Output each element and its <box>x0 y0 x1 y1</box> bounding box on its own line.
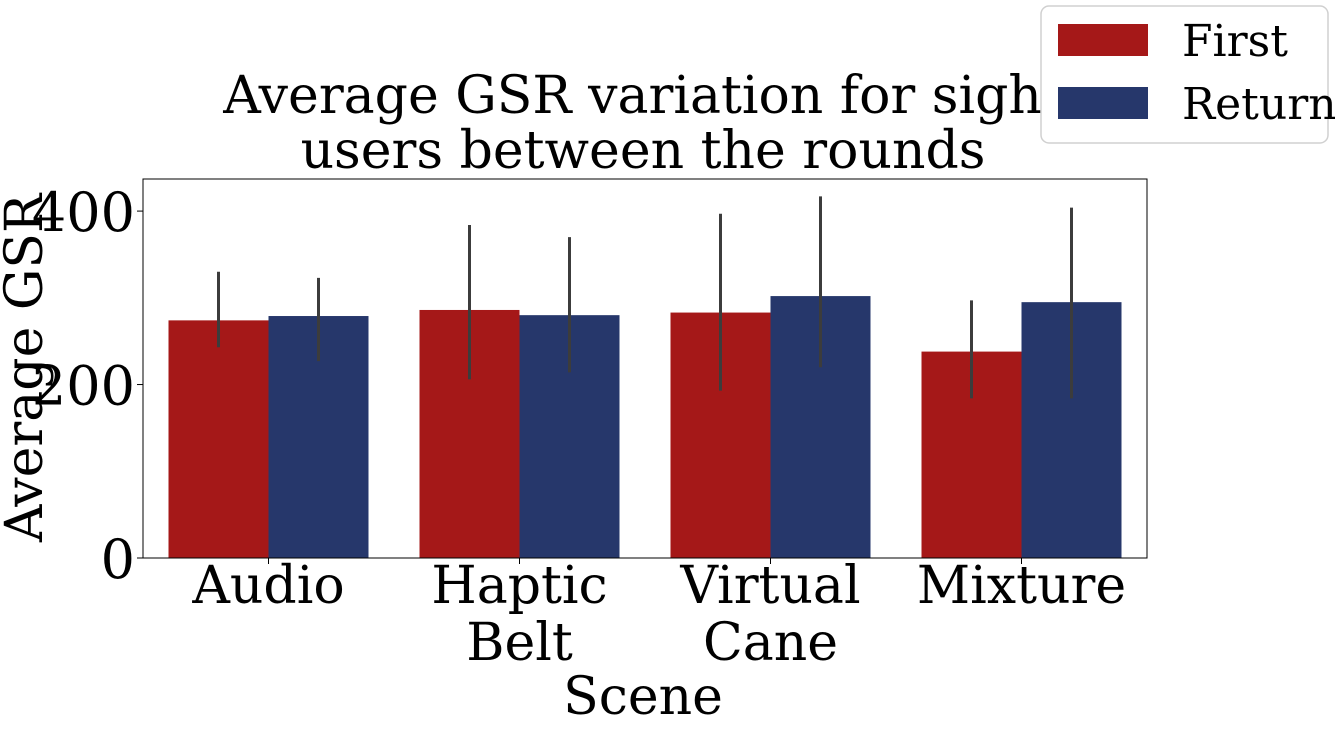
y-tick-label: 0 <box>101 528 135 591</box>
y-tick-label: 400 <box>32 181 135 244</box>
x-tick-label: Audio <box>191 556 344 616</box>
x-tick-label: Virtual <box>679 556 860 616</box>
chart-title-line-1: Average GSR variation for sight <box>222 66 1063 126</box>
y-axis-label: Average GSR <box>0 192 55 543</box>
x-tick-label: Cane <box>703 613 838 673</box>
chart-title-line-2: users between the rounds <box>301 121 986 181</box>
legend-swatch-first <box>1058 24 1148 56</box>
x-axis-label: Scene <box>563 667 723 727</box>
x-tick-label: Mixture <box>917 556 1126 616</box>
x-tick-label: Haptic <box>431 556 607 616</box>
legend-label-first: First <box>1182 16 1288 67</box>
legend-label-return: Return <box>1182 79 1335 130</box>
legend-swatch-return <box>1058 87 1148 119</box>
x-tick-label: Belt <box>466 613 573 673</box>
y-tick-label: 200 <box>32 355 135 418</box>
bar-first-0 <box>168 320 269 558</box>
legend: First Return <box>1040 5 1335 144</box>
plot-frame <box>142 178 1148 559</box>
